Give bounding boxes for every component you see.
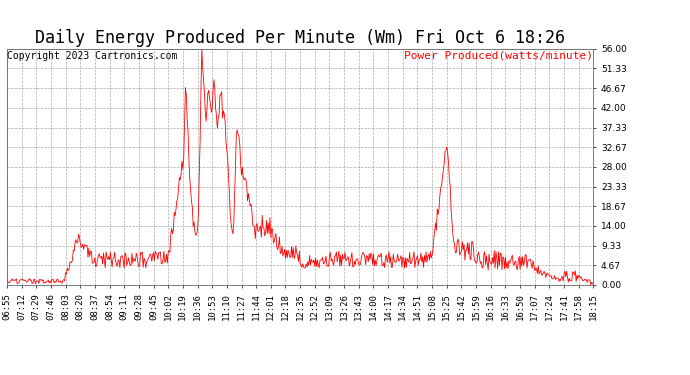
Text: Power Produced(watts/minute): Power Produced(watts/minute) <box>404 51 593 61</box>
Title: Daily Energy Produced Per Minute (Wm) Fri Oct 6 18:26: Daily Energy Produced Per Minute (Wm) Fr… <box>35 29 565 47</box>
Text: Copyright 2023 Cartronics.com: Copyright 2023 Cartronics.com <box>7 51 177 61</box>
